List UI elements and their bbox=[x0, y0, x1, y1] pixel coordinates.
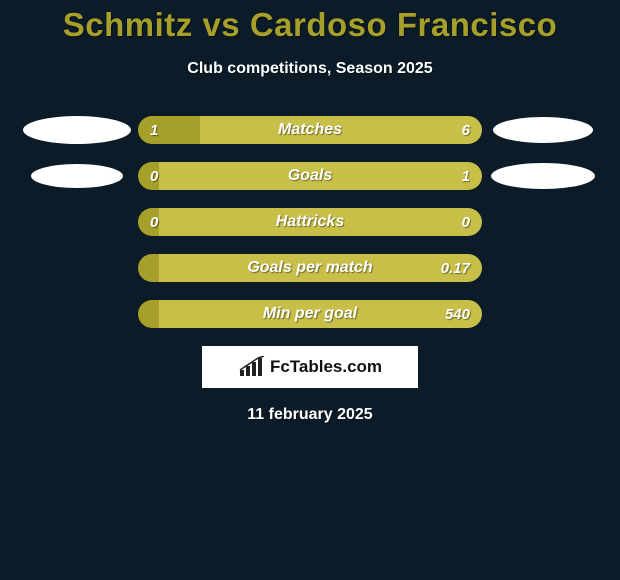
bar-segment-right bbox=[159, 208, 482, 236]
right-ellipse-slot bbox=[482, 163, 604, 189]
stat-row: 540Min per goal bbox=[0, 300, 620, 328]
left-ellipse-slot bbox=[16, 164, 138, 188]
subtitle: Club competitions, Season 2025 bbox=[0, 60, 620, 78]
right-ellipse-slot bbox=[482, 117, 604, 143]
stat-bar: 540Min per goal bbox=[138, 300, 482, 328]
chart-icon bbox=[238, 356, 266, 378]
stat-bar: 0.17Goals per match bbox=[138, 254, 482, 282]
logo-text: FcTables.com bbox=[270, 357, 382, 377]
stat-row: 0.17Goals per match bbox=[0, 254, 620, 282]
bar-segment-right bbox=[159, 300, 482, 328]
player-ellipse-left bbox=[31, 164, 123, 188]
stat-row: 01Goals bbox=[0, 162, 620, 190]
source-logo: FcTables.com bbox=[202, 346, 418, 388]
bar-segment-right bbox=[159, 162, 482, 190]
stat-bar: 00Hattricks bbox=[138, 208, 482, 236]
bar-segment-right bbox=[200, 116, 482, 144]
bar-segment-right bbox=[159, 254, 482, 282]
infographic-root: Schmitz vs Cardoso Francisco Club compet… bbox=[0, 0, 620, 580]
stat-row: 16Matches bbox=[0, 116, 620, 144]
bar-segment-left bbox=[138, 208, 159, 236]
player-ellipse-right bbox=[491, 163, 595, 189]
stat-bar: 01Goals bbox=[138, 162, 482, 190]
stat-row: 00Hattricks bbox=[0, 208, 620, 236]
stat-bar: 16Matches bbox=[138, 116, 482, 144]
page-title: Schmitz vs Cardoso Francisco bbox=[0, 6, 620, 44]
player-ellipse-right bbox=[493, 117, 593, 143]
left-ellipse-slot bbox=[16, 116, 138, 144]
date-line: 11 february 2025 bbox=[0, 406, 620, 424]
bar-segment-left bbox=[138, 254, 159, 282]
bar-segment-left bbox=[138, 162, 159, 190]
bar-segment-left bbox=[138, 116, 200, 144]
bar-segment-left bbox=[138, 300, 159, 328]
comparison-chart: 16Matches 01Goals 00Hattricks 0.17Goals per… bbox=[0, 116, 620, 328]
player-ellipse-left bbox=[23, 116, 131, 144]
